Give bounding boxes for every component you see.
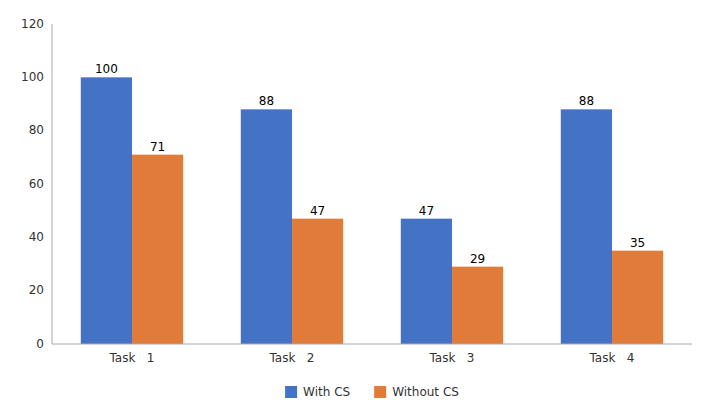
chart: 0 20 40 60 80 100 120 100 88 47 88 71 47 29 35 Task 1 Ta…: [0, 0, 716, 416]
legend-label: With CS: [303, 385, 350, 399]
legend-item: With CS: [285, 385, 350, 399]
data-label: 29: [470, 252, 485, 266]
bar: [132, 155, 183, 344]
y-tick-label: 20: [29, 283, 44, 297]
bar: [612, 251, 663, 344]
legend-item: Without CS: [374, 385, 459, 399]
data-label: 35: [630, 236, 645, 250]
y-tick-label: 100: [21, 70, 44, 84]
legend-swatch: [374, 386, 386, 398]
data-label: 88: [259, 94, 274, 108]
x-tick-label: Task 4: [589, 351, 635, 365]
y-tick-label: 60: [29, 177, 44, 191]
y-tick-label: 0: [36, 337, 44, 351]
legend-label: Without CS: [392, 385, 459, 399]
bar: [81, 77, 132, 344]
data-label: 47: [419, 204, 434, 218]
y-tick-label: 40: [29, 230, 44, 244]
legend: With CS Without CS: [285, 385, 459, 399]
x-tick-label: Task 2: [269, 351, 315, 365]
bars: [81, 77, 663, 344]
x-axis-line: [52, 344, 692, 345]
bar: [401, 219, 452, 344]
chart-container: 0 20 40 60 80 100 120 100 88 47 88 71 47 29 35 Task 1 Ta…: [0, 0, 716, 416]
y-axis-line: [52, 24, 53, 344]
data-label: 47: [310, 204, 325, 218]
y-tick-label: 80: [29, 123, 44, 137]
bar: [561, 109, 612, 344]
bar: [452, 267, 503, 344]
x-tick-label: Task 1: [109, 351, 155, 365]
data-label: 71: [150, 140, 165, 154]
y-tick-label: 120: [21, 17, 44, 31]
data-label: 88: [579, 94, 594, 108]
x-tick-label: Task 3: [429, 351, 475, 365]
legend-swatch: [285, 386, 297, 398]
data-label: 100: [95, 62, 118, 76]
bar: [241, 109, 292, 344]
bar: [292, 219, 343, 344]
